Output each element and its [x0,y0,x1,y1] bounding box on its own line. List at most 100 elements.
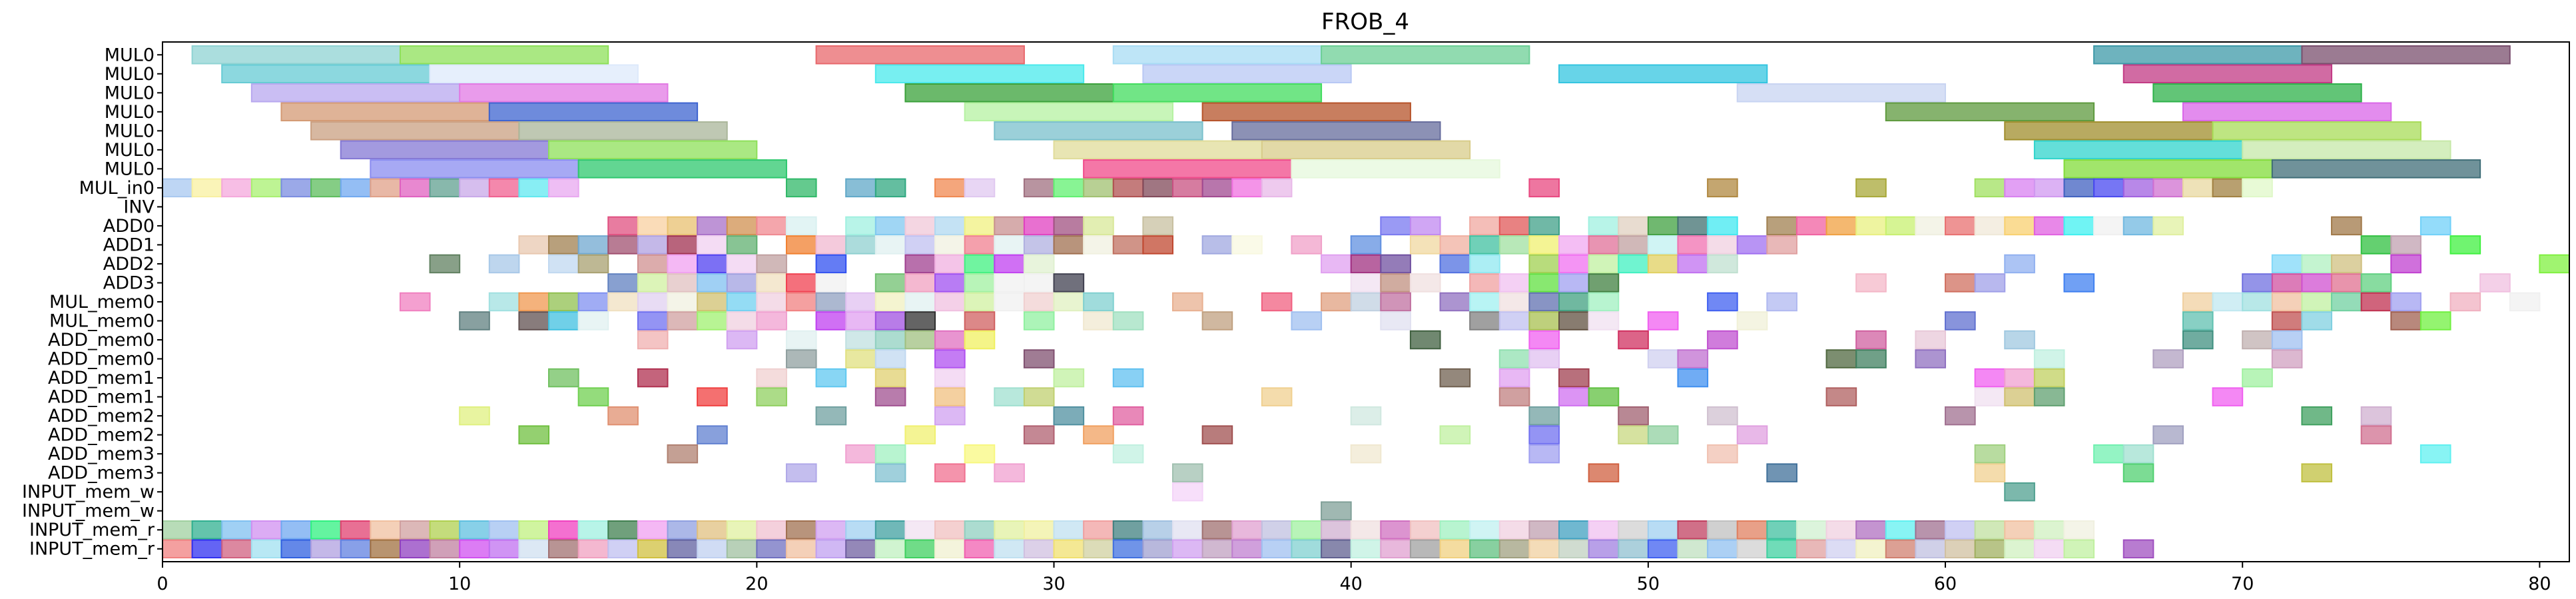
task-bar [1083,159,1293,179]
task-bar [1558,254,1590,274]
task-bar [637,292,669,312]
task-bar [1945,273,1976,293]
task-bar [1201,235,1233,255]
task-bar [1023,273,1055,293]
task-bar [1439,368,1471,388]
task-bar [637,216,669,236]
task-bar [934,216,966,236]
task-bar [2360,235,2392,255]
task-bar [1855,273,1887,293]
task-bar [250,539,282,559]
task-bar [2063,178,2095,198]
task-bar [459,83,669,103]
task-bar [934,463,966,482]
task-bar [488,178,520,198]
task-bar [1588,311,1620,330]
task-bar [874,539,906,559]
task-bar [1795,520,1827,540]
task-bar [429,539,461,559]
task-bar [280,102,490,122]
y-tick-label: INPUT_mem_w [22,482,155,502]
task-bar [785,349,817,368]
task-bar [459,178,490,198]
task-bar [2242,178,2273,198]
task-bar [2212,178,2244,198]
task-bar [1766,520,1797,540]
task-bar [2419,216,2451,236]
task-bar [1498,368,1530,388]
task-bar [2301,311,2333,330]
task-bar [964,273,996,293]
task-bar [1766,539,1797,559]
task-bar [1231,121,1441,141]
task-bar [964,178,996,198]
task-bar [1201,102,1411,122]
task-bar [785,292,817,312]
task-bar [370,159,579,179]
task-bar [1915,216,1947,236]
task-bar [1707,292,1738,312]
task-bar [1439,254,1471,274]
task-bar [667,311,699,330]
task-bar [904,235,936,255]
task-bar [756,387,787,406]
task-bar [964,444,996,464]
y-tick-label: ADD1 [103,235,155,255]
task-bar [1350,444,1382,464]
task-bar [2093,178,2124,198]
task-bar [2390,311,2421,330]
task-bar [1023,311,1055,330]
task-bar [934,254,966,274]
y-tick-label: ADD0 [103,216,155,237]
task-bar [548,368,579,388]
task-bar [518,311,550,330]
task-bar [726,235,758,255]
task-bar [874,292,906,312]
task-bar [637,311,669,330]
task-bar [1469,520,1500,540]
task-bar [2419,444,2451,464]
task-bar [1498,235,1530,255]
task-bar [1588,387,1620,406]
task-bar [1291,520,1323,540]
task-bar [785,539,817,559]
task-bar [2063,216,2095,236]
x-tick-label: 20 [745,574,768,594]
task-bar [2182,102,2392,122]
task-bar [2331,273,2362,293]
task-bar [904,273,936,293]
task-bar [1618,235,1649,255]
task-bar [162,539,193,559]
task-bar [310,520,342,540]
task-bar [1618,406,1649,426]
task-bar [2033,368,2065,388]
task-bar [1736,425,1768,444]
task-bar [1677,216,1709,236]
task-bar [785,463,817,482]
task-bar [607,216,639,236]
task-bar [1350,520,1382,540]
task-bar [1498,520,1530,540]
task-bar [2331,292,2362,312]
task-bar [2004,216,2035,236]
task-bar [1053,292,1085,312]
task-bar [1707,330,1738,350]
task-bar [1261,140,1471,160]
task-bar [1528,178,1560,198]
task-bar [221,64,431,84]
task-bar [1795,539,1827,559]
task-bar [845,235,876,255]
task-bar [548,539,579,559]
task-bar [2063,520,2095,540]
task-bar [2271,273,2303,293]
task-bar [1171,520,1203,540]
x-tick-label: 10 [448,574,471,594]
task-bar [697,311,728,330]
task-bar [548,520,579,540]
task-bar [1261,539,1293,559]
task-bar [667,444,699,464]
task-bar [845,444,876,464]
task-bar [1231,235,1263,255]
task-bar [1469,216,1500,236]
task-bar [1736,83,1947,103]
